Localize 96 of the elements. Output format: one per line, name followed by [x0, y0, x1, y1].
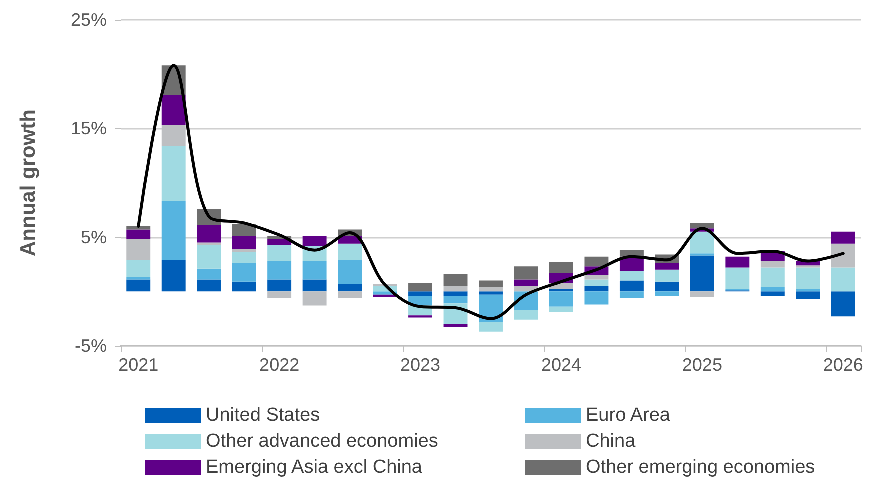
bar: [514, 310, 538, 320]
bar: [584, 256, 609, 267]
y-axis-title: Annual growth: [17, 110, 40, 256]
bar: [268, 240, 292, 245]
bar: [162, 146, 186, 202]
bar: [479, 292, 503, 295]
y-tick-label: -5%: [74, 336, 107, 356]
bar: [760, 292, 785, 296]
bar: [197, 280, 222, 292]
bar: [268, 244, 292, 262]
bar: [831, 292, 856, 317]
bar: [549, 289, 574, 292]
legend-label: China: [586, 431, 636, 452]
y-tick-label: 15%: [70, 118, 107, 139]
bar: [302, 236, 327, 246]
x-tick-label: 2021: [118, 355, 159, 375]
bar: [126, 280, 151, 292]
bar: [655, 263, 680, 270]
x-tick-label: 2022: [260, 355, 300, 375]
bar: [655, 292, 680, 296]
bar: [831, 268, 856, 292]
bar: [338, 244, 362, 260]
bar: [690, 232, 714, 254]
bar: [620, 280, 644, 292]
bar: [831, 244, 856, 268]
bar: [796, 268, 820, 290]
bar: [444, 296, 468, 304]
bar: [584, 286, 609, 292]
legend-label: United States: [206, 405, 320, 426]
bar: [549, 262, 574, 274]
bar: [162, 201, 186, 260]
x-tick-label: 2025: [682, 355, 722, 375]
bar: [479, 322, 503, 332]
x-tick-label: 2023: [400, 355, 441, 375]
legend-label: Other emerging economies: [586, 457, 816, 478]
bar: [338, 260, 362, 284]
bar: [655, 270, 680, 282]
bar: [760, 261, 785, 268]
line-series: [137, 64, 845, 320]
bar: [162, 125, 186, 146]
legend-label: Euro Area: [586, 405, 671, 426]
bar: [232, 282, 256, 292]
bar: [302, 292, 327, 306]
bar: [831, 232, 856, 244]
x-tick-label: 2026: [823, 355, 864, 375]
bar: [690, 292, 714, 298]
y-tick-label: 25%: [70, 10, 107, 30]
bar: [338, 284, 362, 292]
bar: [620, 292, 644, 298]
bar: [232, 252, 256, 264]
bar: [162, 94, 186, 126]
bar: [197, 244, 222, 269]
bar: [268, 292, 292, 298]
bar: [620, 271, 644, 281]
legend-label: Emerging Asia excl China: [206, 457, 423, 478]
bar: [268, 261, 292, 280]
bar: [584, 280, 609, 286]
bar: [302, 280, 327, 292]
bar: [726, 256, 750, 268]
bar: [197, 225, 222, 243]
bar: [232, 263, 256, 282]
bar: [302, 261, 327, 280]
bar: [514, 266, 538, 280]
bar: [549, 306, 574, 312]
bar: [232, 249, 256, 253]
bar: [584, 275, 609, 280]
bar: [162, 260, 186, 292]
bar: [760, 268, 785, 288]
bar: [126, 260, 151, 278]
bar: [796, 289, 820, 292]
bar: [444, 274, 468, 286]
bar: [408, 292, 433, 296]
bar: [444, 292, 468, 296]
bar: [444, 286, 468, 292]
bar: [126, 230, 151, 240]
bar: [655, 282, 680, 292]
bar: [690, 256, 714, 292]
x-tick-label: 2024: [541, 355, 582, 375]
bar: [479, 280, 503, 288]
legend-label: Other advanced economies: [206, 431, 438, 452]
y-tick-label: 5%: [80, 227, 107, 248]
bar: [232, 236, 256, 250]
bar: [796, 292, 820, 300]
bar: [479, 287, 503, 292]
bar: [444, 324, 468, 328]
bar: [514, 280, 538, 286]
bar: [726, 268, 750, 290]
bar: [549, 292, 574, 307]
bar: [584, 292, 609, 305]
bar: [408, 282, 433, 292]
bar: [197, 268, 222, 280]
bar: [760, 287, 785, 292]
bar: [690, 223, 714, 229]
bar: [268, 280, 292, 292]
bar: [338, 292, 362, 298]
bar: [126, 240, 151, 260]
